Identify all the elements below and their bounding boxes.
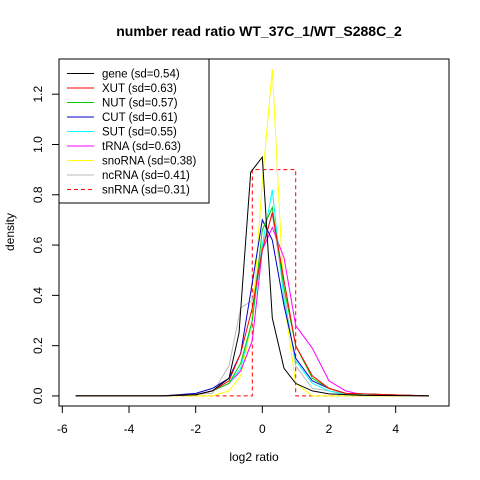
y-axis-label: density — [3, 213, 17, 251]
x-tick-label: -6 — [57, 422, 68, 436]
x-axis: -6 -4 -2 0 2 4 — [57, 405, 399, 436]
y-tick-label: 1.2 — [31, 86, 45, 103]
legend-label-0: gene (sd=0.54) — [102, 69, 180, 81]
y-tick-label: 1.0 — [31, 136, 45, 153]
x-tick-label: 2 — [326, 422, 333, 436]
y-tick-label: 0.0 — [31, 387, 45, 404]
legend-label-7: ncRNA (sd=0.41) — [102, 170, 190, 182]
legend-label-8: snRNA (sd=0.31) — [102, 185, 190, 197]
legend-label-2: NUT (sd=0.57) — [102, 98, 178, 110]
y-tick-label: 0.6 — [31, 236, 45, 253]
y-tick-label: 0.8 — [31, 186, 45, 203]
series-line-3 — [75, 218, 430, 397]
x-tick-label: -4 — [124, 422, 135, 436]
series-line-0 — [75, 155, 430, 397]
x-tick-label: -2 — [190, 422, 201, 436]
legend-label-4: SUT (sd=0.55) — [102, 127, 177, 139]
legend: gene (sd=0.54) XUT (sd=0.63) NUT (sd=0.57)… — [58, 58, 210, 204]
x-axis-label: log2 ratio — [229, 450, 279, 464]
legend-label-3: CUT (sd=0.61) — [102, 112, 178, 124]
x-tick-label: 0 — [259, 422, 266, 436]
legend-label-6: snoRNA (sd=0.38) — [102, 156, 196, 168]
y-tick-label: 0.4 — [31, 287, 45, 304]
y-tick-label: 0.2 — [31, 337, 45, 354]
x-tick-label: 4 — [392, 422, 399, 436]
chart-title: number read ratio WT_37C_1/WT_S288C_2 — [116, 23, 402, 39]
legend-label-5: tRNA (sd=0.63) — [102, 141, 181, 153]
series-line-6 — [75, 69, 429, 397]
legend-label-1: XUT (sd=0.63) — [102, 83, 177, 95]
series-layer — [75, 69, 430, 397]
